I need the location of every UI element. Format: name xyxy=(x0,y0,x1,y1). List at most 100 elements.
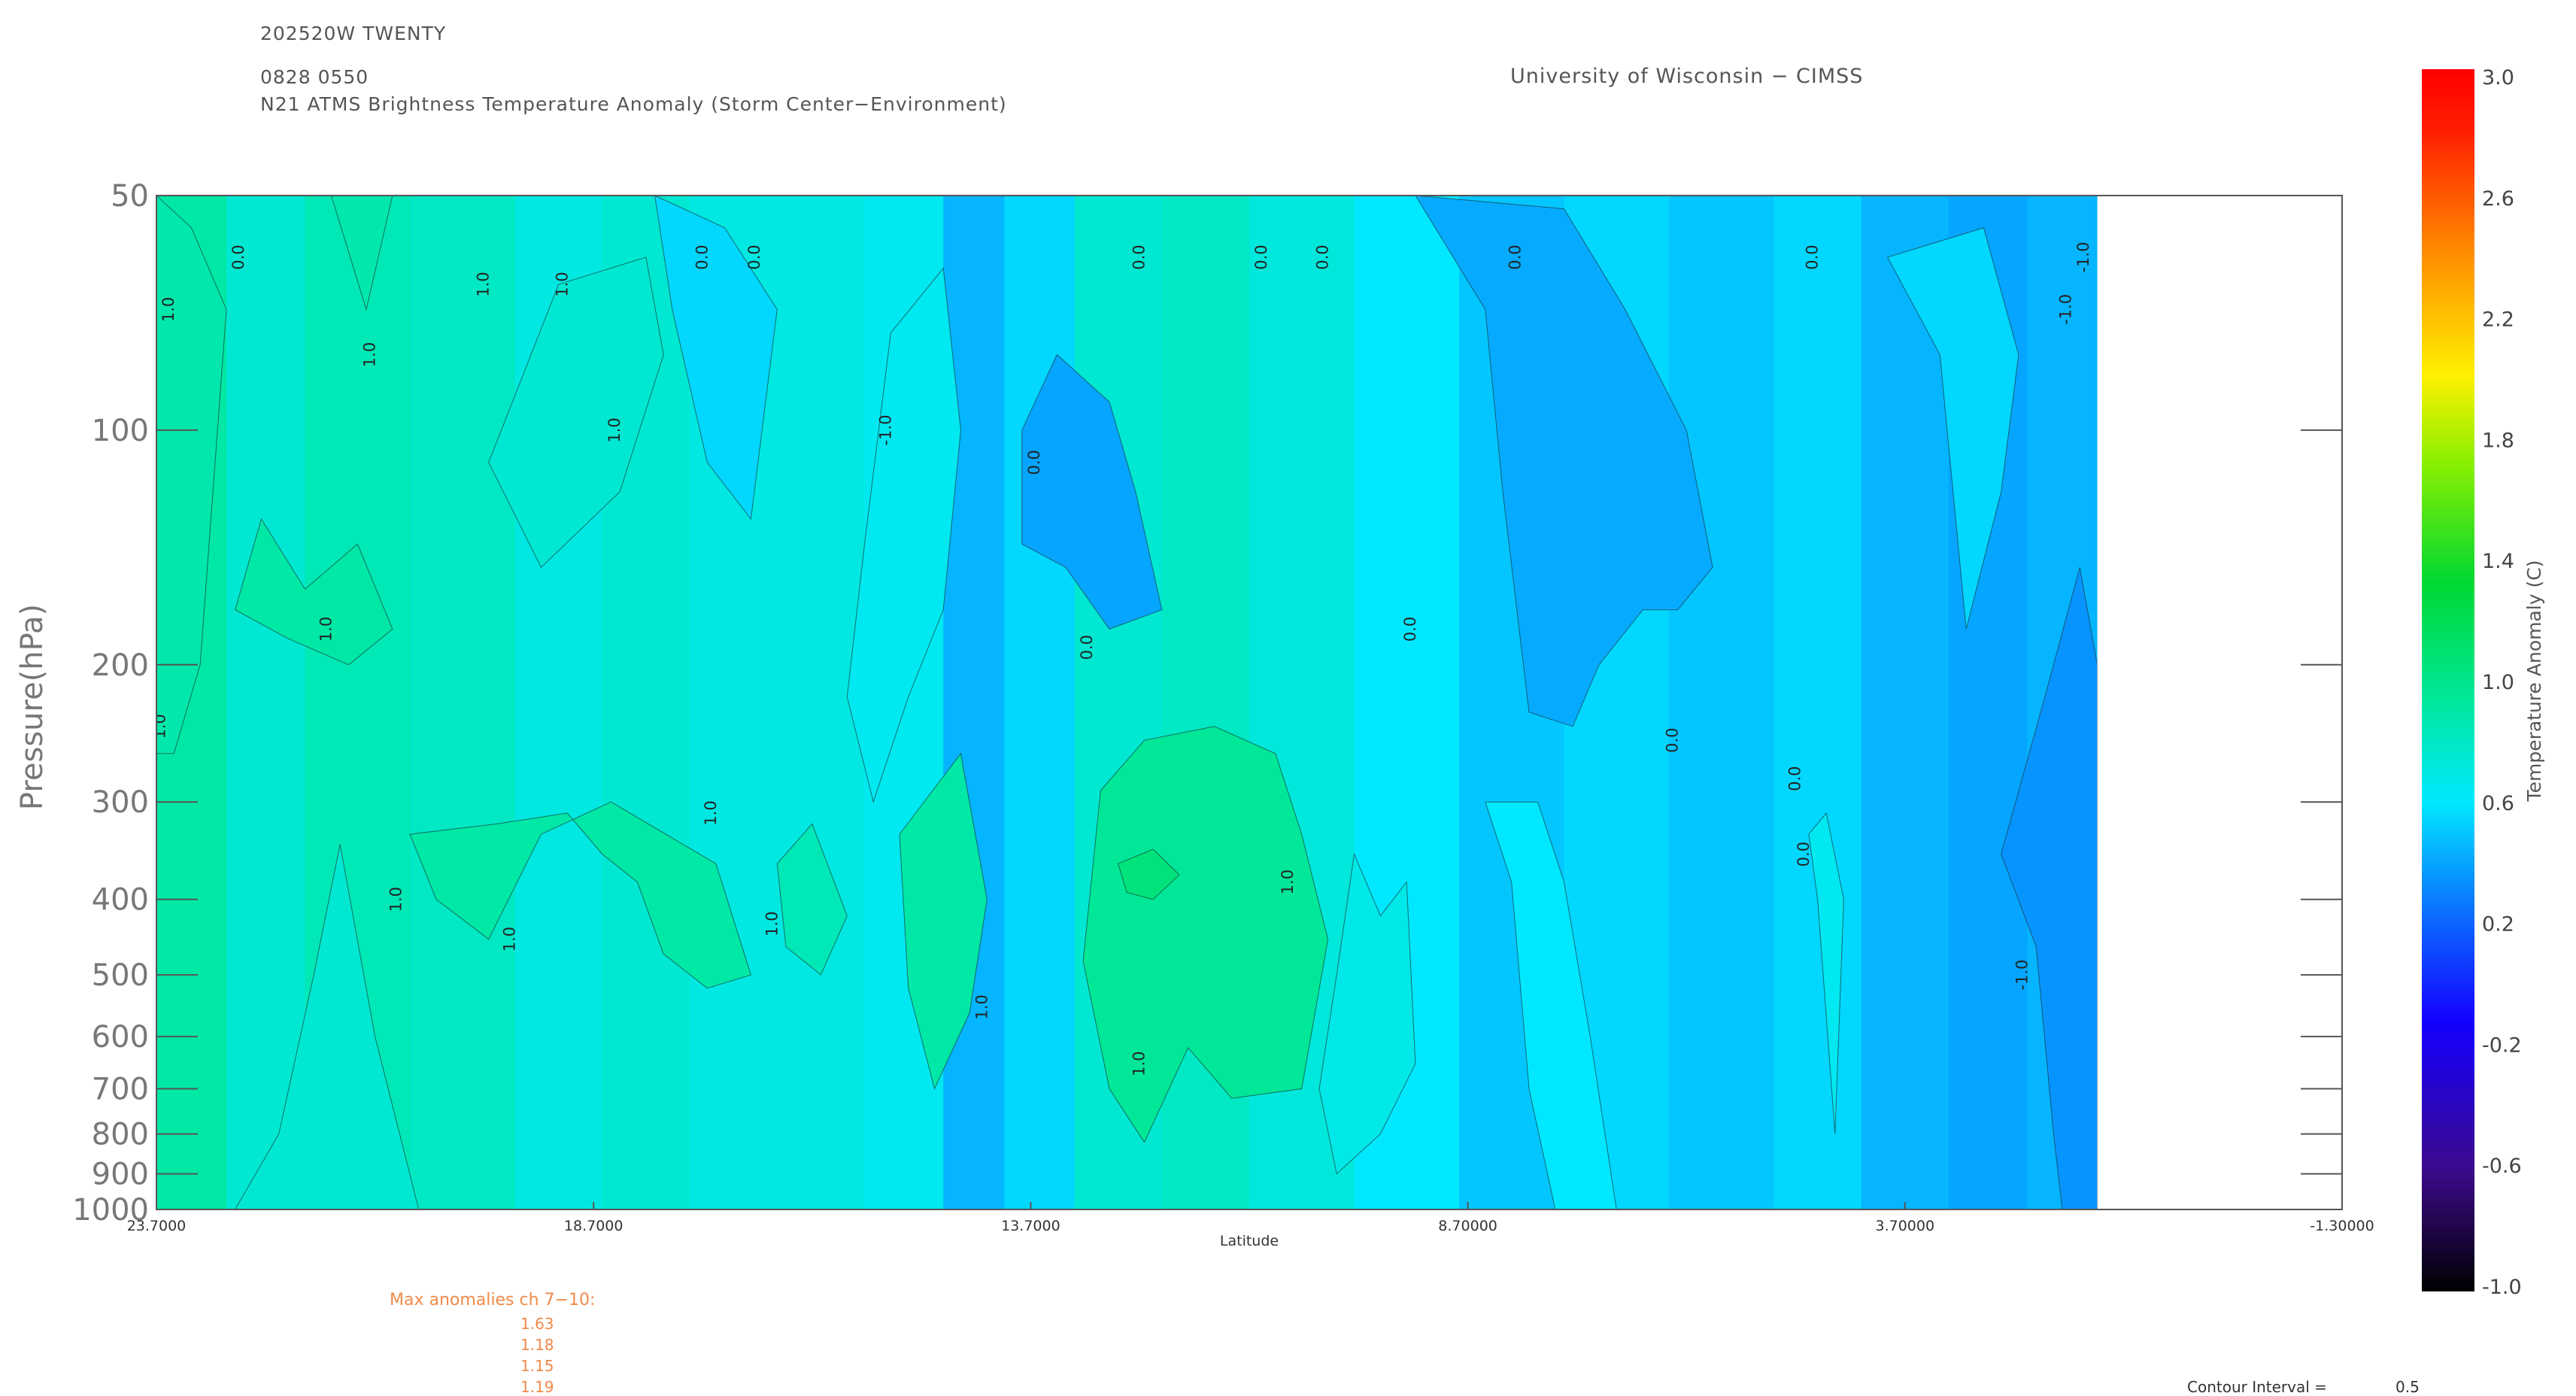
contour-region xyxy=(1021,354,1163,630)
contour-label: 1.0 xyxy=(387,887,405,912)
contour-region xyxy=(1318,852,1416,1175)
colorbar-tick-label: -1.0 xyxy=(2482,1276,2522,1299)
contour-label: 1.0 xyxy=(763,912,781,936)
contour-label: 0.0 xyxy=(1130,244,1148,269)
y-tick-label: 900 xyxy=(92,1158,149,1192)
contour-label: 0.0 xyxy=(229,244,247,269)
contour-interval-value: 0.5 xyxy=(2395,1378,2420,1396)
contour-label: 1.0 xyxy=(159,297,177,322)
max-anomaly-value: 1.63 xyxy=(520,1315,554,1333)
contour-region xyxy=(409,801,752,989)
contour-label: 0.0 xyxy=(1506,244,1524,269)
y-tick-label: 700 xyxy=(92,1073,149,1107)
contour-label: 1.0 xyxy=(317,617,335,642)
y-tick-label: 800 xyxy=(92,1118,149,1152)
max-anomalies-title: Max anomalies ch 7−10: xyxy=(390,1291,596,1310)
contour-region xyxy=(1117,848,1180,900)
contour-label: 1.0 xyxy=(361,342,379,367)
colorbar-tick-label: 3.0 xyxy=(2482,66,2514,90)
plot-frame xyxy=(156,195,2343,1210)
contour-label: 1.0 xyxy=(605,417,624,442)
x-tick-label: 23.7000 xyxy=(127,1218,187,1234)
contour-label: 0.0 xyxy=(1401,617,1419,642)
product-title: N21 ATMS Brightness Temperature Anomaly … xyxy=(260,93,1007,115)
colorbar-label: Temperature Anomaly (C) xyxy=(2523,560,2545,803)
contour-label: -1.0 xyxy=(2057,294,2075,325)
anomaly-band xyxy=(1004,196,1076,1209)
contour-label: 1.0 xyxy=(1130,1051,1148,1076)
contour-region xyxy=(235,844,420,1209)
y-tick-label: 200 xyxy=(92,648,149,683)
x-tick-label: -1.30000 xyxy=(2310,1218,2374,1234)
contour-region xyxy=(330,196,393,311)
contour-label: 1.0 xyxy=(972,994,991,1019)
x-tick-label: 3.70000 xyxy=(1876,1218,1935,1234)
colorbar-tick-label: 0.2 xyxy=(2482,913,2514,936)
colorbar-tick-label: 0.6 xyxy=(2482,792,2514,815)
anomaly-band xyxy=(1861,196,1949,1209)
contour-region xyxy=(2001,567,2098,1209)
contour-label: -1.0 xyxy=(2013,960,2031,991)
contour-region xyxy=(1485,801,1617,1209)
y-tick-label: 50 xyxy=(111,179,149,214)
max-anomaly-value: 1.15 xyxy=(520,1357,554,1375)
contour-region xyxy=(1886,227,2019,630)
contour-label: 0.0 xyxy=(1786,766,1804,791)
y-tick-label: 100 xyxy=(92,414,149,448)
anomaly-band xyxy=(410,196,516,1209)
contour-label: 1.0 xyxy=(553,272,571,296)
contour-label: 0.0 xyxy=(1664,728,1682,753)
anomaly-band xyxy=(1668,196,1775,1209)
contour-region xyxy=(899,752,988,1090)
x-axis-title: Latitude xyxy=(1220,1233,1279,1249)
contour-label: 0.0 xyxy=(1314,244,1332,269)
colorbar-ticks: 3.0 2.6 2.2 1.8 1.4 1.0 0.6 0.2 -0.2 -0.6 -1.0 xyxy=(2482,66,2522,1299)
contour-label: 0.0 xyxy=(1804,244,1822,269)
contour-region xyxy=(654,196,778,520)
institution: University of Wisconsin − CIMSS xyxy=(1510,65,1864,88)
contour-label: 0.0 xyxy=(693,244,711,269)
colorbar-tick-label: 1.0 xyxy=(2482,671,2514,694)
colorbar-tick-label: 1.4 xyxy=(2482,550,2514,573)
x-tick-label: 18.7000 xyxy=(564,1218,624,1234)
contour-overlays: 1.0 0.0 1.0 1.0 1.0 0.0 0.0 -1.0 0.0 0.0 0.0 0.0 0.0… xyxy=(151,196,2342,1209)
x-tick-label: 8.70000 xyxy=(1438,1218,1497,1234)
anomaly-band xyxy=(1773,196,1862,1209)
contour-label: 0.0 xyxy=(1025,450,1043,475)
y-tick-label: 400 xyxy=(92,883,149,918)
contour-label: -1.0 xyxy=(876,414,894,445)
no-data-region xyxy=(2097,196,2342,1209)
max-anomaly-value: 1.19 xyxy=(520,1378,554,1396)
anomaly-band xyxy=(943,196,1006,1209)
max-anomaly-value: 1.18 xyxy=(520,1336,554,1354)
x-tick-label: 13.7000 xyxy=(1001,1218,1060,1234)
colorbar-tick-label: -0.6 xyxy=(2482,1155,2522,1178)
contour-label: 0.0 xyxy=(1252,244,1270,269)
contour-region xyxy=(1082,726,1329,1143)
contour-region xyxy=(235,517,393,666)
contour-label: 1.0 xyxy=(151,714,169,739)
contour-label: 1.0 xyxy=(501,927,519,951)
contour-label: 1.0 xyxy=(475,272,493,296)
y-tick-label: 600 xyxy=(92,1020,149,1055)
y-axis-title: Pressure(hPa) xyxy=(15,604,50,810)
contour-region xyxy=(488,256,664,569)
contour-label: 0.0 xyxy=(1795,842,1813,866)
anomaly-band xyxy=(226,196,306,1209)
colorbar xyxy=(2422,69,2474,1291)
contour-region xyxy=(776,823,848,976)
y-tick-label: 500 xyxy=(92,958,149,993)
date-time: 0828 0550 xyxy=(260,66,369,88)
storm-id: 202520W TWENTY xyxy=(260,23,447,44)
contour-label: 1.0 xyxy=(1279,869,1297,894)
contour-label: 1.0 xyxy=(702,800,720,825)
colorbar-tick-label: 2.6 xyxy=(2482,187,2514,211)
colorbar-tick-label: -0.2 xyxy=(2482,1033,2522,1057)
y-tick-label: 1000 xyxy=(72,1193,149,1228)
colorbar-tick-label: 2.2 xyxy=(2482,308,2514,332)
colorbar-tick-label: 1.8 xyxy=(2482,429,2514,452)
contour-region xyxy=(1415,196,1713,727)
x-axis: 23.7000 18.7000 13.7000 8.70000 3.70000 -1.30… xyxy=(127,1202,2374,1234)
contour-label: -1.0 xyxy=(2074,242,2092,273)
